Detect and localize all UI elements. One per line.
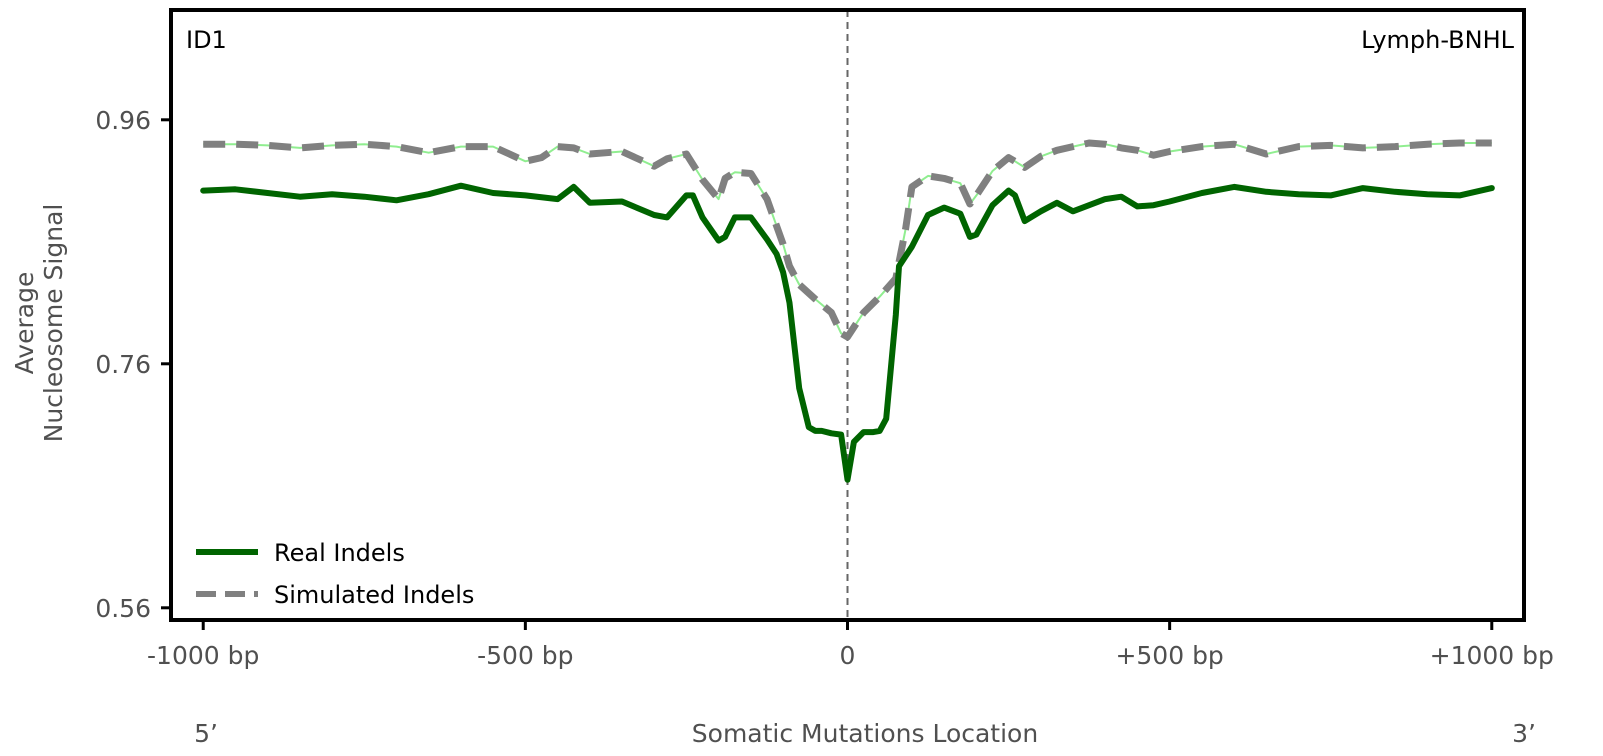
plot-area: 0.56 0.76 0.96 -1000 bp -500 bp 0 +500 bp +1000… [95, 8, 1554, 670]
x-tick-label: -1000 bp [147, 641, 259, 670]
y-tick-label: 0.56 [95, 594, 151, 623]
panel-signature-label: ID1 [186, 26, 227, 54]
x-tick-label: -500 bp [477, 641, 573, 670]
real-indels-line [200, 182, 1495, 483]
simulated-indels-line [203, 139, 1492, 341]
x-axis-title: Somatic Mutations Location [692, 719, 1038, 748]
x-tick-label: 0 [840, 641, 856, 670]
legend: Real Indels Simulated Indels [196, 539, 474, 609]
legend-real-indels-label: Real Indels [274, 539, 405, 567]
three-prime-end-label: 3’ [1512, 719, 1536, 748]
legend-simulated-indels-label: Simulated Indels [274, 581, 474, 609]
y-axis-title-line-1: Average [10, 272, 39, 375]
x-tick-label: +500 bp [1115, 641, 1223, 670]
five-prime-end-label: 5’ [194, 719, 218, 748]
panel-cancer-type-label: Lymph-BNHL [1361, 26, 1514, 54]
x-tick-label: +1000 bp [1430, 641, 1554, 670]
y-axis-title-line-2: Nucleosome Signal [39, 204, 68, 443]
y-tick-label: 0.96 [95, 106, 151, 135]
y-tick-label: 0.76 [95, 350, 151, 379]
y-axis-title: Average Nucleosome Signal [10, 204, 68, 443]
